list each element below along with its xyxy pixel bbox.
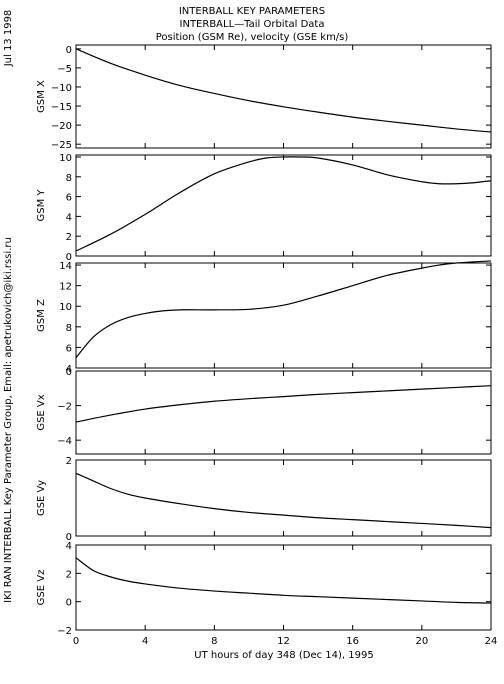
y-tick-label: −20 xyxy=(51,121,72,132)
y-tick-label: 14 xyxy=(59,261,72,272)
panel-4: GSE Vx 0 −2 −4 xyxy=(36,367,492,455)
x-axis-label: UT hours of day 348 (Dec 14), 1995 xyxy=(194,650,373,661)
y-axis-label: GSM Z xyxy=(36,299,47,332)
y-tick-label: 4 xyxy=(66,541,72,552)
panel-1: GSM X 0 −5 −10 −15 −20 −25 xyxy=(36,44,492,151)
y-tick-label: 10 xyxy=(59,302,72,313)
panel-frame xyxy=(75,459,492,537)
y-tick-label: −2 xyxy=(57,626,72,637)
x-axis: 0 4 8 12 16 20 24 xyxy=(73,636,498,647)
y-tick-label: 6 xyxy=(66,193,72,204)
y-tick-label: 0 xyxy=(66,598,72,609)
y-tick-label: −2 xyxy=(57,402,72,413)
panel-3: GSM Z 4 6 8 10 12 14 xyxy=(36,260,492,375)
x-tick-label: 24 xyxy=(485,636,498,647)
y-tick-label: 0 xyxy=(66,367,72,378)
panel-frame xyxy=(75,154,492,257)
series-line xyxy=(75,48,492,133)
y-tick-label: 2 xyxy=(66,456,72,467)
y-tick-label: 4 xyxy=(66,364,72,375)
y-tick-label: 0 xyxy=(66,252,72,263)
panel-frame xyxy=(75,262,492,369)
y-axis-label: GSE Vx xyxy=(36,394,47,430)
header-title: INTERBALL KEY PARAMETERS xyxy=(179,6,325,17)
x-tick-label: 4 xyxy=(142,636,148,647)
y-tick-label: 8 xyxy=(66,323,72,334)
y-tick-label: −25 xyxy=(51,140,72,151)
y-tick-label: −5 xyxy=(57,64,72,75)
series-line xyxy=(75,472,492,529)
series-line xyxy=(75,260,492,359)
y-tick-label: 10 xyxy=(59,153,72,164)
y-axis-label: GSE Vz xyxy=(36,570,47,606)
panel-frame xyxy=(75,544,492,631)
series-line xyxy=(75,156,492,252)
panel-frame xyxy=(75,44,492,149)
series-line xyxy=(75,557,492,604)
panel-6: GSE Vz 4 2 0 −2 xyxy=(36,541,492,637)
header-description: Position (GSM Re), velocity (GSE km/s) xyxy=(156,32,349,43)
x-tick-label: 20 xyxy=(415,636,428,647)
side-credit-label: IKI RAN INTERBALL Key Parameter Group, E… xyxy=(3,237,14,603)
y-tick-label: −15 xyxy=(51,102,72,113)
y-tick-label: 12 xyxy=(59,282,72,293)
panel-2: GSM Y 0 2 4 6 8 10 xyxy=(36,153,492,263)
y-tick-label: 2 xyxy=(66,232,72,243)
x-tick-label: 8 xyxy=(211,636,217,647)
y-axis-label: GSM Y xyxy=(36,189,47,222)
panel-5: GSE Vy 0 2 xyxy=(36,456,492,543)
y-tick-label: −4 xyxy=(57,436,72,447)
series-line xyxy=(75,385,492,423)
y-tick-label: 2 xyxy=(66,569,72,580)
y-tick-label: 0 xyxy=(66,532,72,543)
side-date-label: Jul 13 1998 xyxy=(3,10,14,68)
y-tick-label: 8 xyxy=(66,173,72,184)
x-tick-label: 0 xyxy=(73,636,79,647)
header-subtitle: INTERBALL—Tail Orbital Data xyxy=(180,19,325,30)
y-tick-label: −10 xyxy=(51,83,72,94)
y-axis-label: GSE Vy xyxy=(36,480,47,516)
y-axis-label: GSM X xyxy=(36,80,47,113)
x-tick-label: 12 xyxy=(277,636,290,647)
x-tick-label: 16 xyxy=(346,636,359,647)
y-tick-label: 4 xyxy=(66,212,72,223)
panel-frame xyxy=(75,370,492,455)
y-tick-label: 0 xyxy=(66,45,72,56)
y-tick-label: 6 xyxy=(66,343,72,354)
